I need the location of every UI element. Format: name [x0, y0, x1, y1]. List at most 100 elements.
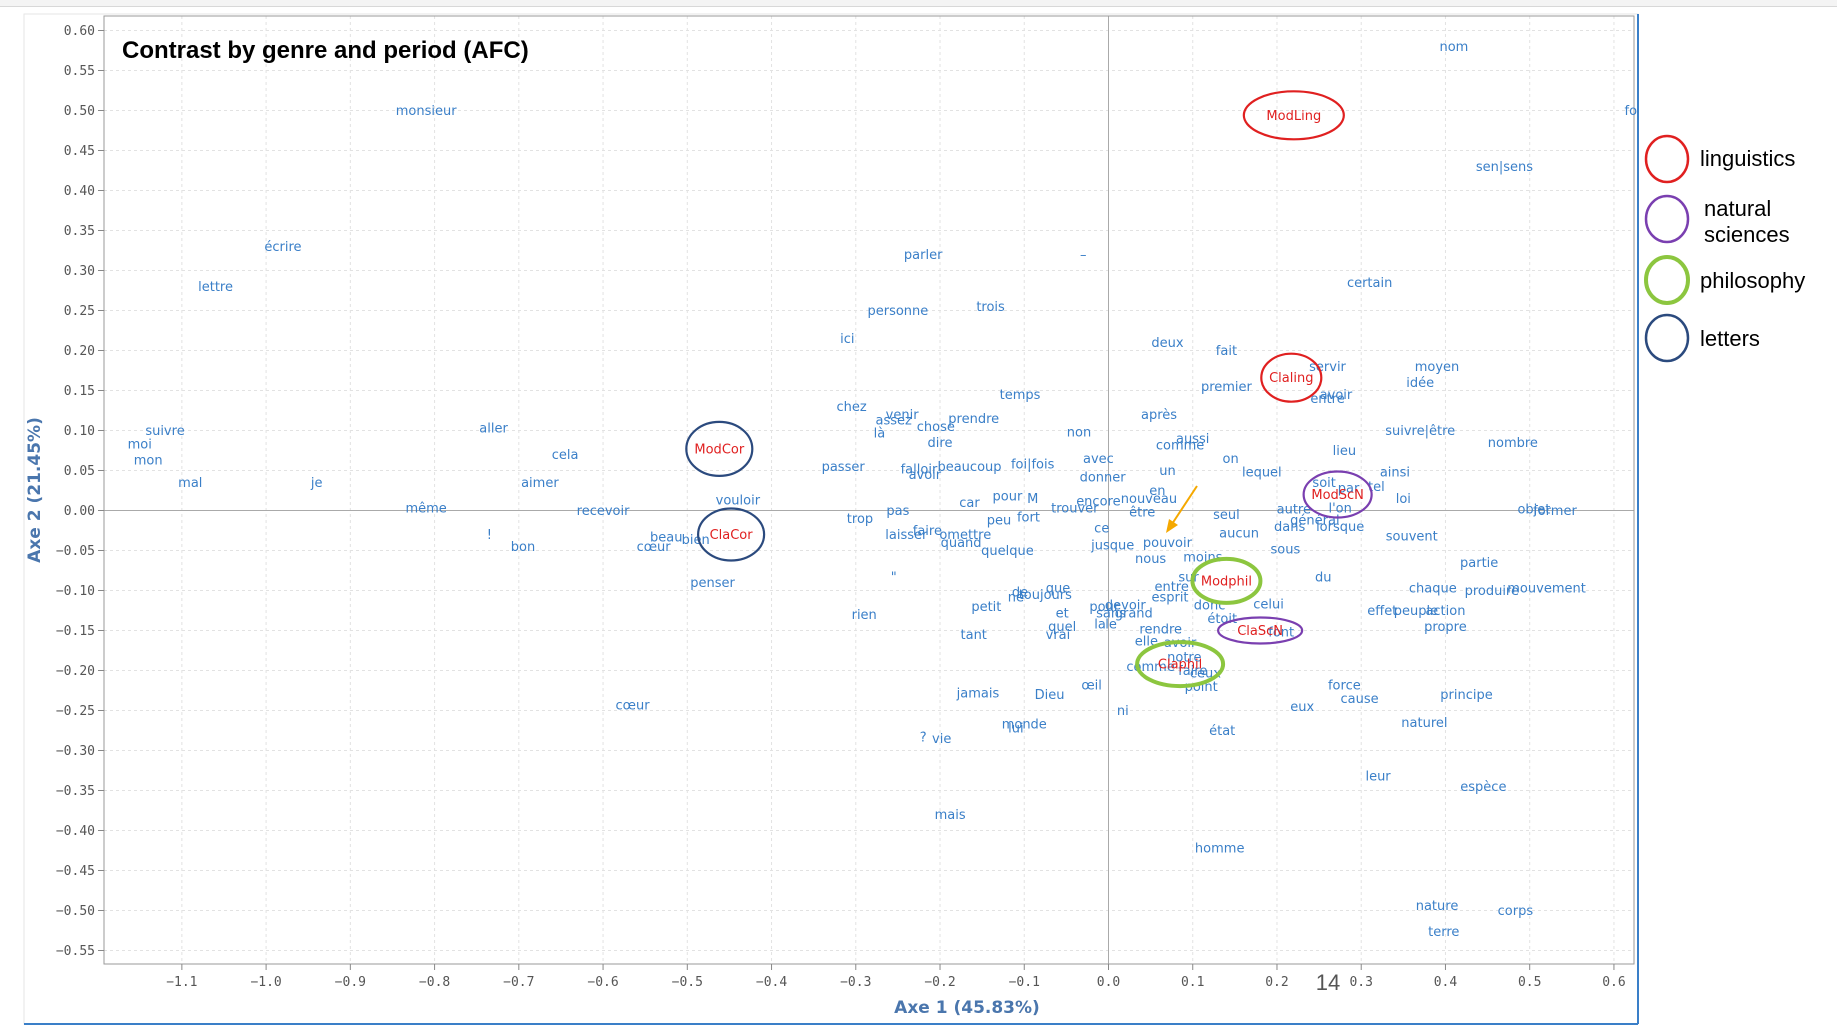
word-point-label: ne — [1008, 590, 1024, 605]
word-point-label: objet — [1517, 502, 1550, 517]
y-tick-label: −0.45 — [56, 864, 95, 879]
x-tick-label: 0.6 — [1602, 975, 1625, 990]
word-point-label: prendre — [948, 412, 999, 427]
word-point-label: aucun — [1219, 526, 1259, 541]
x-axis-ticks: −1.1 −1.0 −0.9 −0.8 −0.7 −0.6 −0.5 −0.4 −0.3 −0.2… — [166, 964, 1626, 990]
word-point-label: souvent — [1386, 530, 1438, 545]
word-point-label: sous — [1271, 542, 1301, 557]
y-tick-label: 0.10 — [64, 424, 95, 439]
chart-title: Contrast by genre and period (AFC) — [122, 37, 529, 64]
word-point-label: je — [310, 476, 323, 491]
word-point-label: principe — [1440, 688, 1492, 703]
y-tick-label: 0.45 — [64, 144, 95, 159]
corpus-highlight-circle — [685, 420, 754, 477]
corpus-point-label: Modphil — [1201, 574, 1252, 589]
y-tick-label: −0.35 — [56, 784, 95, 799]
word-point-label: un — [1159, 464, 1175, 479]
word-point-label: moyen — [1415, 360, 1460, 375]
word-point-label: action — [1425, 604, 1465, 619]
word-point-label: devoir — [1105, 598, 1147, 613]
word-point-label: pas — [886, 504, 909, 519]
y-tick-label: −0.50 — [56, 904, 95, 919]
x-tick-label: 0.3 — [1349, 975, 1372, 990]
word-point-label: loi — [1396, 492, 1411, 507]
corpus-point-label: ModScN — [1311, 488, 1364, 503]
word-point-label: entre — [1310, 392, 1344, 407]
word-point-label: œil — [1081, 678, 1102, 693]
word-point-label: entre — [1154, 580, 1188, 595]
word-point-label: cœur — [637, 540, 672, 555]
page-number: 14 — [1316, 970, 1340, 995]
word-point-label: premier — [1201, 380, 1253, 395]
y-tick-label: 0.00 — [64, 504, 95, 519]
x-tick-label: 0.1 — [1181, 975, 1204, 990]
word-point-label: autre — [1277, 502, 1311, 517]
y-tick-label: −0.40 — [56, 824, 95, 839]
word-point-label: monsieur — [396, 104, 457, 119]
word-point-label: que — [1046, 582, 1071, 597]
arrow-shaft — [1171, 485, 1198, 525]
corpus-highlight-circle — [1135, 640, 1226, 689]
corpus-labels: ModLing Claling ModCor ClaCor ModScN ClaScN Mo… — [694, 109, 1364, 673]
word-point-label: écrire — [264, 240, 301, 255]
legend-label: philosophy — [1700, 268, 1805, 293]
word-point-label: sans — [1096, 606, 1126, 621]
word-point-label: du — [1315, 570, 1332, 585]
x-tick-label: −0.9 — [335, 975, 366, 990]
word-point-label: corps — [1498, 904, 1534, 919]
word-point-label: cœur — [616, 698, 651, 713]
word-point-label: venir — [886, 408, 920, 423]
y-tick-label: 0.05 — [64, 464, 95, 479]
word-point-label: l'on — [1328, 502, 1351, 517]
word-point-label: celui — [1253, 598, 1284, 613]
x-tick-label: −0.6 — [587, 975, 618, 990]
legend-label: linguistics — [1700, 146, 1795, 171]
corpus-point-label: ClaCor — [710, 528, 754, 543]
word-point-label: partie — [1460, 556, 1498, 571]
word-point-label: trois — [976, 300, 1005, 315]
chart-background — [23, 13, 1639, 1025]
word-point-label: pouvoir — [1143, 536, 1193, 551]
word-point-label: on — [1223, 452, 1239, 467]
word-point-label: le — [1105, 618, 1117, 633]
corpus-point-label: ClaScN — [1237, 624, 1283, 639]
x-tick-label: 0.4 — [1434, 975, 1458, 990]
arrow-head — [1166, 519, 1178, 533]
x-tick-label: 0.2 — [1265, 975, 1288, 990]
word-point-label: comme — [1156, 438, 1204, 453]
word-point-label: non — [1067, 426, 1091, 441]
x-axis-title: Axe 1 (45.83%) — [894, 998, 1040, 1018]
legend-label: natural — [1704, 196, 1771, 221]
word-point-label: monde — [1002, 718, 1047, 733]
y-tick-label: −0.25 — [56, 704, 95, 719]
word-point-label: trouver — [1051, 502, 1099, 517]
word-point-label: en — [1149, 484, 1165, 499]
word-point-label: idée — [1406, 376, 1434, 391]
plot-area-frame — [103, 15, 1635, 965]
word-point-label: jusque — [1090, 538, 1134, 553]
word-point-label: mon — [134, 454, 163, 469]
word-point-label: penser — [690, 576, 735, 591]
corpus-highlight-circle — [1260, 352, 1323, 403]
zero-lines — [104, 16, 1634, 964]
word-point-label: avoir — [909, 468, 942, 483]
word-point-label: rendre — [1139, 622, 1182, 637]
word-point-label: dans — [1274, 520, 1305, 535]
word-point-label: nombre — [1488, 436, 1538, 451]
word-point-label: passer — [822, 460, 866, 475]
word-point-label: – — [1080, 248, 1087, 263]
y-tick-label: 0.15 — [64, 384, 95, 399]
word-point-label: fo — [1625, 104, 1638, 119]
legend-marker — [1644, 194, 1690, 244]
word-point-label: tant — [961, 628, 987, 643]
word-point-label: aussi — [1176, 432, 1209, 447]
word-point-label: ! — [487, 528, 492, 543]
word-point-label: beau — [650, 530, 682, 545]
word-point-label: ni — [1117, 704, 1129, 719]
word-point-label: notre — [1167, 650, 1201, 665]
word-point-label: vrai — [1046, 628, 1071, 643]
word-point-label: nature — [1416, 899, 1459, 914]
word-point-label: peu — [987, 514, 1012, 529]
word-point-label: quelque — [981, 544, 1034, 559]
